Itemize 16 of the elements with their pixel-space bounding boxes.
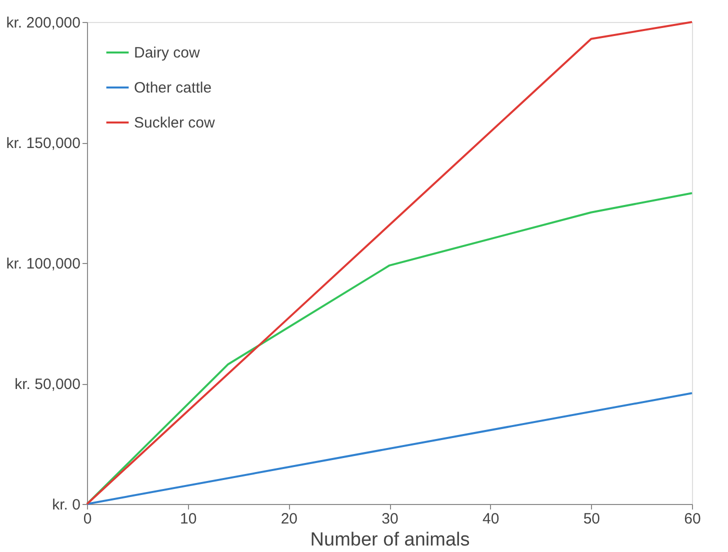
y-tick-label: kr. 100,000	[6, 256, 80, 272]
legend-label: Dairy cow	[134, 44, 200, 62]
legend-label: Suckler cow	[134, 114, 216, 132]
x-axis-title: Number of animals	[310, 530, 470, 550]
x-tick-label: 50	[583, 510, 600, 528]
x-tick-label: 20	[280, 510, 298, 528]
x-tick-label: 60	[684, 510, 701, 528]
x-tick-label: 10	[180, 510, 197, 528]
x-tick-label: 40	[482, 510, 500, 528]
y-tick-label: kr. 200,000	[6, 14, 80, 32]
x-tick-label: 30	[382, 510, 398, 528]
x-tick-label: 0	[83, 510, 92, 528]
y-tick-label: kr. 50,000	[14, 376, 80, 393]
legend-label: Other cattle	[134, 80, 212, 96]
y-tick-label: kr. 150,000	[6, 135, 80, 152]
y-tick-label: kr. 0	[52, 496, 80, 514]
